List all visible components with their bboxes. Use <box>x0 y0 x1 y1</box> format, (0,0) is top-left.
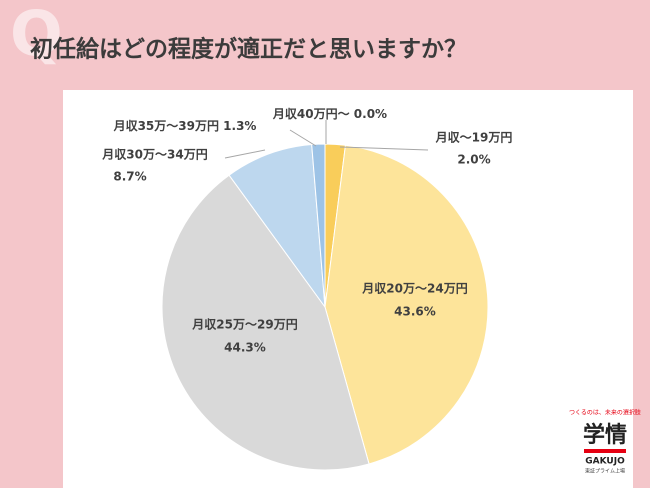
data-label: 月収35万～39万円 1.3% <box>113 119 257 133</box>
category-label: 月収35万～39万円 <box>113 119 219 133</box>
labels: 月収～19万円 2.0% 月収20万～24万円 43.6% 月収25万～29万円 44.3… <box>101 107 512 355</box>
pie <box>161 143 489 471</box>
value-label: 43.6% <box>394 305 436 319</box>
logo-name: 学情 <box>583 422 627 448</box>
logo-roman: GAKUJO <box>585 457 625 467</box>
logo-bar <box>584 449 626 453</box>
logo: つくるのは、未来の選択肢 学情 GAKUJO 東証プライム上場 <box>569 409 641 475</box>
leader-line <box>289 129 317 147</box>
value-label: 0.0% <box>354 107 387 121</box>
slice <box>324 144 489 465</box>
logo-listing: 東証プライム上場 <box>585 468 625 475</box>
logo-tagline: つくるのは、未来の選択肢 <box>569 409 641 417</box>
chart-title: 初任給はどの程度が適正だと思いますか？ <box>30 36 467 63</box>
value-label: 1.3% <box>223 119 256 133</box>
value-label: 44.3% <box>224 341 266 355</box>
category-label: 月収～19万円 <box>435 131 513 145</box>
category-label: 月収30万～34万円 <box>101 148 207 162</box>
value-label: 2.0% <box>457 153 490 167</box>
leader-line <box>224 149 266 159</box>
slice <box>228 144 326 309</box>
data-label: 月収40万円～ 0.0% <box>272 107 387 121</box>
leader-line <box>339 146 429 151</box>
category-label: 月収40万円～ <box>272 107 350 121</box>
category-label: 月収20万～24万円 <box>361 282 467 296</box>
q-mark: Q <box>10 0 63 70</box>
category-label: 月収25万～29万円 <box>191 318 297 332</box>
slice <box>161 174 370 471</box>
value-label: 8.7% <box>113 170 146 184</box>
